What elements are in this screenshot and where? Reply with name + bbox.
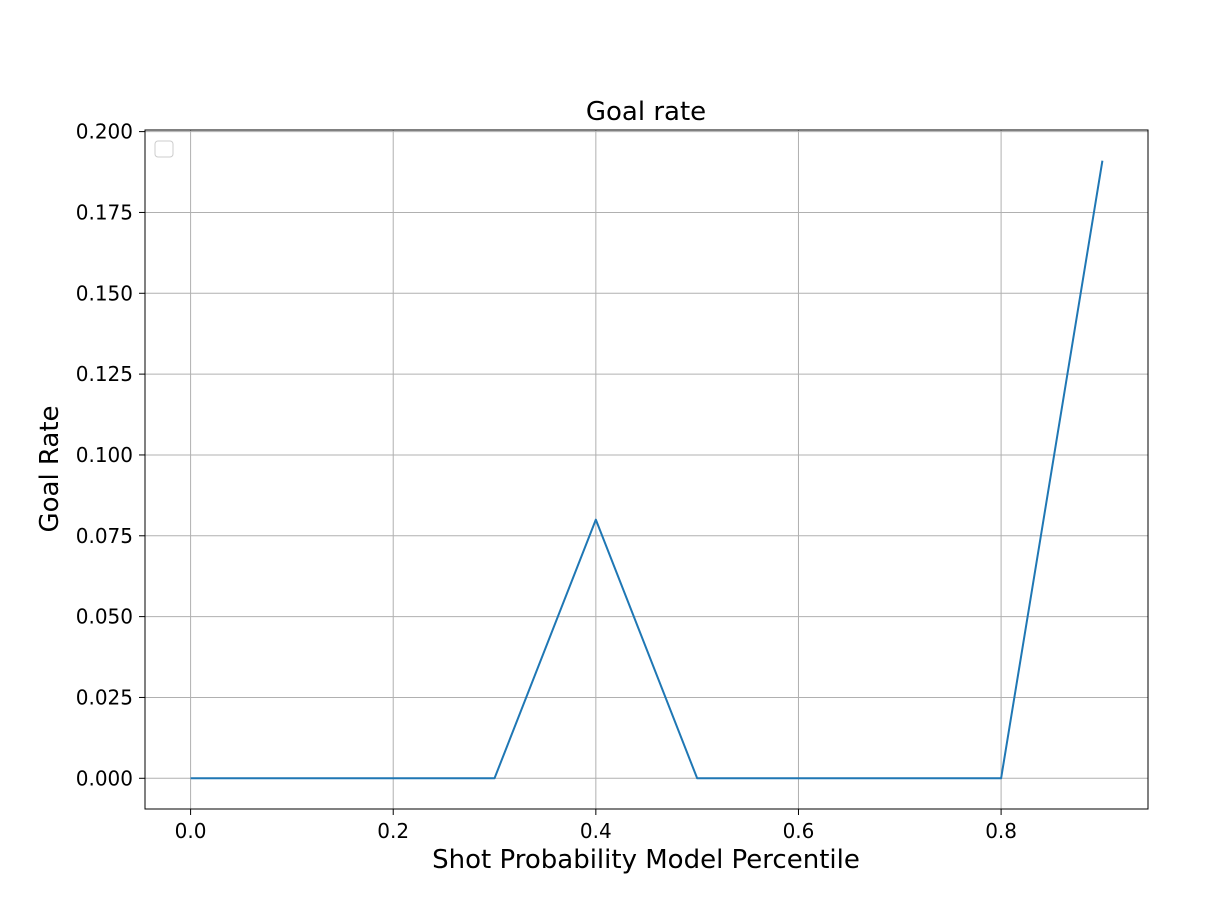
plot-frame (144, 129, 1149, 810)
x-tick-label: 0.0 (175, 819, 207, 843)
x-tick-label: 0.6 (783, 819, 815, 843)
y-tick-label: 0.200 (76, 120, 133, 144)
y-tick-label: 0.050 (76, 605, 133, 629)
y-axis-ticks: 0.000 0.025 0.050 0.075 0.100 0.125 0.150 0.175… (76, 120, 145, 790)
y-tick-label: 0.125 (76, 362, 133, 386)
y-tick-label: 0.000 (76, 766, 133, 790)
x-axis-ticks: 0.0 0.2 0.4 0.6 0.8 (175, 809, 1017, 843)
y-tick-label: 0.075 (76, 524, 133, 548)
y-tick-label: 0.025 (76, 685, 133, 709)
chart-title: Goal rate (586, 97, 706, 127)
x-tick-label: 0.4 (580, 819, 612, 843)
x-axis-label: Shot Probability Model Percentile (432, 845, 860, 875)
y-tick-label: 0.175 (76, 200, 133, 224)
legend-box (154, 140, 174, 158)
y-tick-label: 0.100 (76, 443, 133, 467)
x-tick-label: 0.8 (985, 819, 1017, 843)
y-axis-label: Goal Rate (35, 405, 65, 532)
series-line (190, 160, 1104, 780)
series-layer (190, 160, 1104, 780)
y-tick-label: 0.150 (76, 281, 133, 305)
x-tick-label: 0.2 (377, 819, 409, 843)
